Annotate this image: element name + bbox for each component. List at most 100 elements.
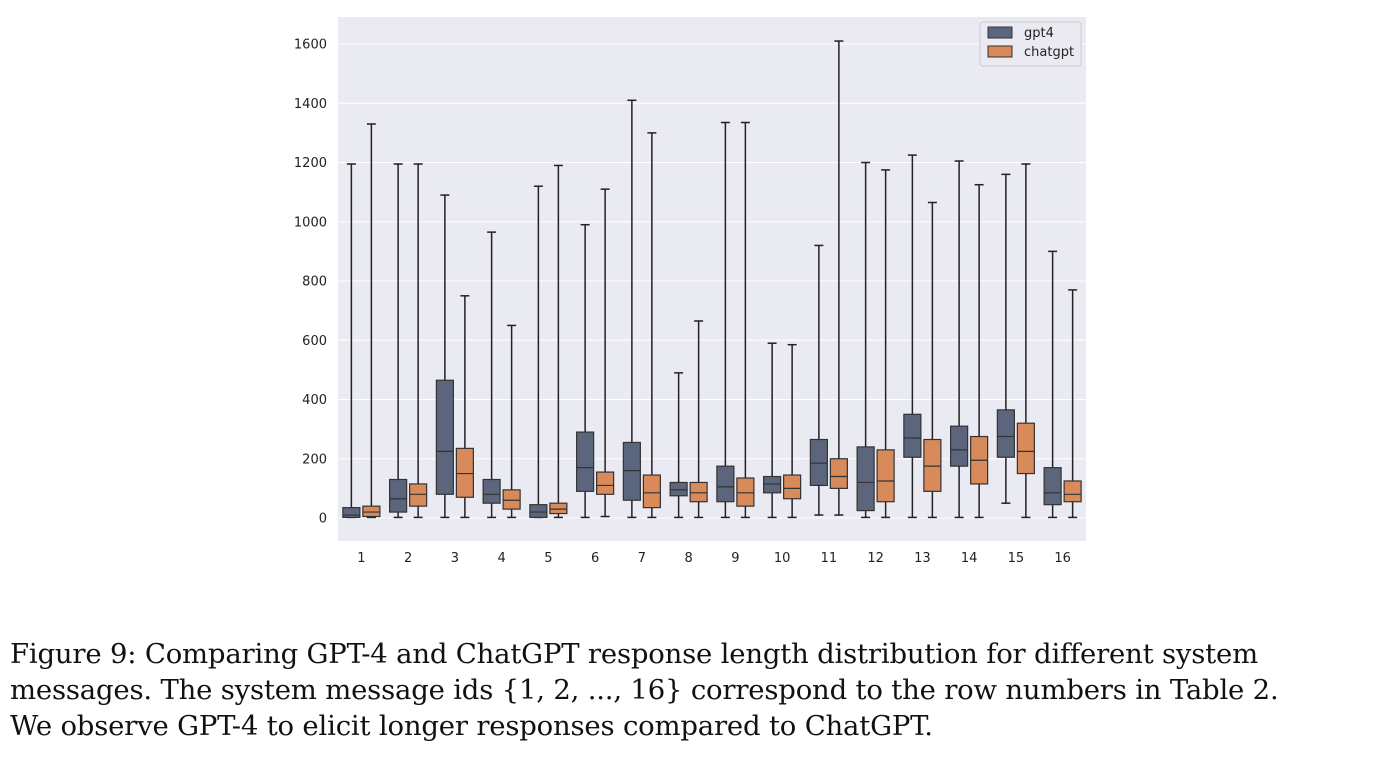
y-tick-label: 600 (302, 334, 327, 349)
box-iqr (642, 474, 661, 509)
legend-label-chatgpt: chatgpt (1024, 45, 1074, 60)
box-iqr (502, 489, 521, 510)
x-tick-label: 2 (404, 551, 412, 566)
box-iqr (763, 475, 782, 494)
y-tick-label: 0 (319, 512, 327, 527)
box-chatgpt (736, 121, 755, 519)
box-iqr (1063, 480, 1082, 503)
box-iqr (622, 441, 641, 501)
box-gpt4 (1043, 250, 1062, 519)
legend-swatch-gpt4 (987, 26, 1013, 39)
box-iqr (950, 425, 969, 467)
box-iqr (689, 481, 708, 503)
box-chatgpt (502, 324, 521, 519)
legend-label-gpt4: gpt4 (1024, 26, 1054, 41)
box-gpt4 (950, 160, 969, 519)
box-iqr (596, 471, 615, 495)
box-gpt4 (856, 161, 875, 519)
box-chatgpt (409, 163, 428, 519)
caption-line-1: Figure 9: Comparing GPT-4 and ChatGPT re… (10, 638, 1258, 670)
box-chatgpt (455, 295, 474, 519)
box-chatgpt (1016, 163, 1035, 519)
box-gpt4 (716, 121, 735, 519)
box-iqr (389, 478, 408, 513)
box-gpt4 (809, 244, 828, 516)
box-iqr (903, 413, 922, 458)
box-chatgpt (923, 201, 942, 519)
x-tick-label: 12 (867, 551, 884, 566)
box-chatgpt (1063, 289, 1082, 519)
x-tick-label: 1 (357, 551, 365, 566)
y-tick-label: 800 (302, 275, 327, 290)
box-gpt4 (996, 173, 1015, 504)
box-iqr (576, 431, 595, 492)
box-chatgpt (549, 164, 568, 519)
x-tick-label: 14 (961, 551, 978, 566)
box-chatgpt (689, 320, 708, 519)
x-tick-label: 3 (451, 551, 459, 566)
box-iqr (409, 483, 428, 507)
box-iqr (829, 458, 848, 489)
box-iqr (362, 505, 381, 518)
y-tick-label: 1000 (294, 215, 327, 230)
box-iqr (342, 507, 361, 519)
x-tick-label: 5 (544, 551, 552, 566)
y-tick-label: 200 (302, 452, 327, 467)
box-chatgpt (783, 343, 802, 519)
box-iqr (455, 447, 474, 498)
figure-caption: Figure 9: Comparing GPT-4 and ChatGPT re… (10, 636, 1395, 744)
box-gpt4 (576, 223, 595, 519)
box-chatgpt (829, 40, 848, 516)
box-iqr (716, 465, 735, 503)
y-tick-label: 1600 (294, 38, 327, 53)
box-iqr (435, 379, 454, 495)
box-gpt4 (763, 342, 782, 519)
box-gpt4 (669, 372, 688, 519)
y-tick-label: 400 (302, 393, 327, 408)
box-iqr (482, 478, 501, 504)
legend: gpt4 chatgpt (979, 21, 1082, 67)
x-tick-label: 8 (684, 551, 692, 566)
box-chatgpt (876, 169, 895, 519)
x-tick-label: 9 (731, 551, 739, 566)
box-iqr (736, 477, 755, 507)
x-tick-label: 10 (774, 551, 791, 566)
caption-line-3: We observe GPT-4 to elicit longer respon… (10, 710, 933, 742)
x-tick-label: 16 (1054, 551, 1071, 566)
box-iqr (669, 481, 688, 497)
x-tick-label: 11 (821, 551, 838, 566)
box-iqr (856, 446, 875, 512)
box-iqr (1043, 467, 1062, 506)
x-axis: 1 2 3 4 5 6 7 8 9 10 11 12 13 14 15 16 (357, 551, 1071, 566)
box-gpt4 (342, 163, 361, 519)
boxes (342, 40, 1082, 519)
box-iqr (529, 504, 548, 519)
box-gpt4 (529, 185, 548, 519)
box-gpt4 (389, 163, 408, 519)
box-iqr (809, 438, 828, 487)
box-iqr (1016, 422, 1035, 475)
box-gpt4 (622, 99, 641, 519)
box-iqr (923, 438, 942, 492)
legend-swatch-chatgpt (987, 45, 1013, 58)
box-gpt4 (482, 231, 501, 519)
x-tick-label: 6 (591, 551, 599, 566)
x-tick-label: 4 (497, 551, 505, 566)
box-chatgpt (596, 188, 615, 518)
box-chatgpt (970, 183, 989, 519)
x-tick-label: 13 (914, 551, 931, 566)
y-tick-label: 1200 (294, 156, 327, 171)
y-tick-label: 1400 (294, 97, 327, 112)
x-tick-label: 15 (1008, 551, 1025, 566)
y-axis: 0 200 400 600 800 1000 1200 1400 1600 (294, 38, 327, 527)
box-gpt4 (435, 194, 454, 519)
caption-line-2: messages. The system message ids {1, 2, … (10, 674, 1279, 706)
box-iqr (549, 502, 568, 515)
box-gpt4 (903, 154, 922, 519)
box-iqr (996, 409, 1015, 458)
box-iqr (876, 449, 895, 503)
x-tick-label: 7 (638, 551, 646, 566)
box-chatgpt (362, 123, 381, 519)
box-chatgpt (642, 132, 661, 519)
